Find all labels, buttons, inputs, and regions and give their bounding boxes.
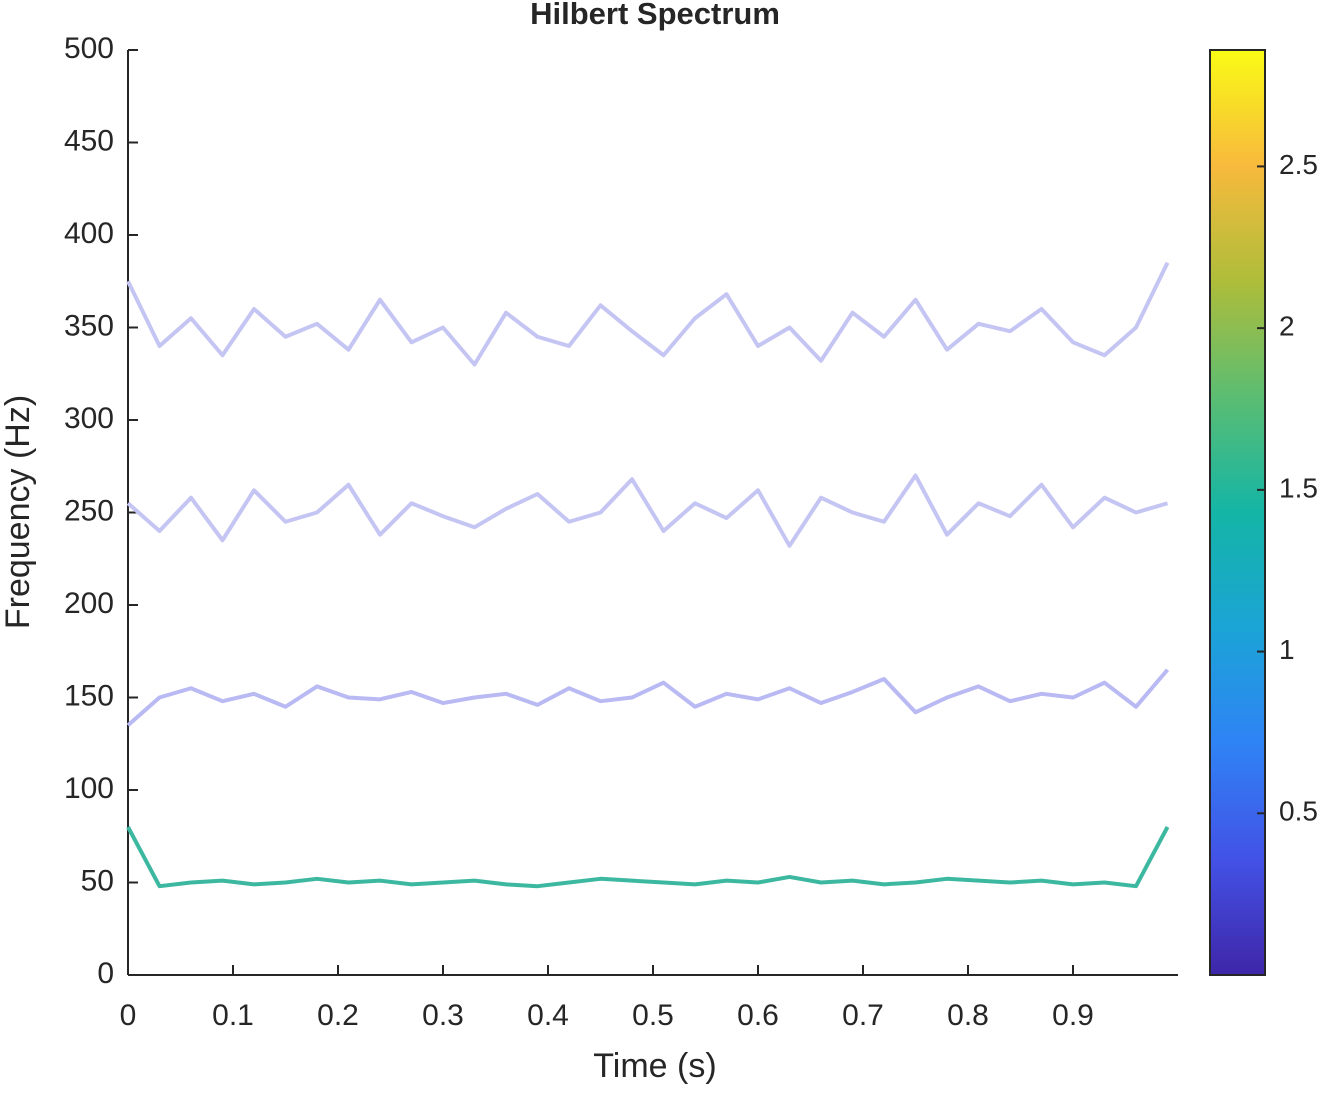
y-tick-label: 150 bbox=[64, 679, 114, 712]
colorbar-tick-label: 2.5 bbox=[1279, 149, 1318, 180]
x-tick-label: 0.6 bbox=[737, 999, 779, 1032]
colorbar-tick-label: 2 bbox=[1279, 311, 1295, 342]
x-tick-label: 0.1 bbox=[212, 999, 254, 1032]
series-line bbox=[126, 826, 1170, 889]
x-tick-label: 0.9 bbox=[1052, 999, 1094, 1032]
y-tick-label: 50 bbox=[81, 864, 114, 897]
colorbar-tick-label: 0.5 bbox=[1279, 796, 1318, 827]
x-tick-label: 0.8 bbox=[947, 999, 989, 1032]
y-axis-label: Frequency (Hz) bbox=[0, 395, 37, 629]
series-line bbox=[126, 473, 1169, 548]
colorbar bbox=[1209, 49, 1266, 976]
y-tick-label: 500 bbox=[64, 32, 114, 65]
chart-title: Hilbert Spectrum bbox=[530, 0, 780, 31]
y-tick-label: 0 bbox=[97, 957, 114, 990]
x-tick-label: 0.3 bbox=[422, 999, 464, 1032]
y-tick-label: 300 bbox=[64, 402, 114, 435]
x-tick-label: 0.5 bbox=[632, 999, 674, 1032]
y-tick-label: 100 bbox=[64, 772, 114, 805]
series-line bbox=[126, 668, 1170, 727]
colorbar-tick-label: 1.5 bbox=[1279, 472, 1318, 503]
y-tick-label: 350 bbox=[64, 309, 114, 342]
y-tick-label: 400 bbox=[64, 217, 114, 250]
y-tick-label: 450 bbox=[64, 124, 114, 157]
y-tick-label: 200 bbox=[64, 587, 114, 620]
x-tick-label: 0.2 bbox=[317, 999, 359, 1032]
y-tick-label: 250 bbox=[64, 494, 114, 527]
series-line bbox=[126, 261, 1170, 367]
x-axis-label: Time (s) bbox=[593, 1047, 716, 1085]
colorbar-tick-label: 1 bbox=[1279, 634, 1295, 665]
x-tick-label: 0.7 bbox=[842, 999, 884, 1032]
x-tick-label: 0 bbox=[120, 999, 137, 1032]
x-tick-label: 0.4 bbox=[527, 999, 569, 1032]
